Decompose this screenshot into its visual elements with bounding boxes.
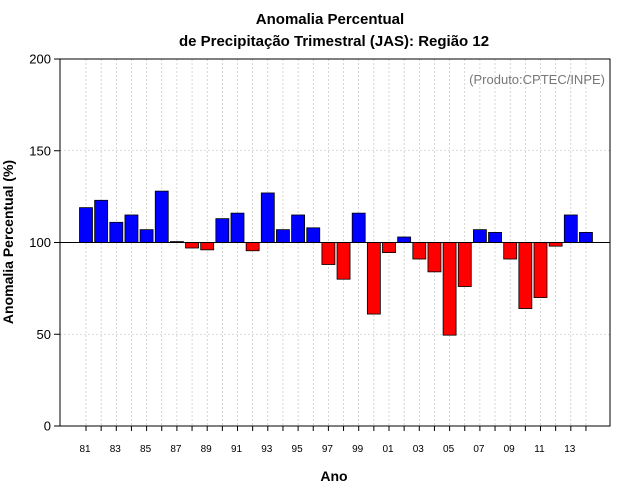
x-tick-label: 85 xyxy=(140,444,152,455)
bar-04 xyxy=(427,242,442,273)
chart-title-line2: de Precipitação Trimestral (JAS): Região… xyxy=(179,33,489,50)
x-tick-label: 11 xyxy=(534,444,545,455)
bar-09 xyxy=(503,242,518,260)
y-tick-label: 200 xyxy=(29,52,51,67)
bar-02 xyxy=(397,236,412,243)
bar-81 xyxy=(79,207,93,243)
x-tick-label: 95 xyxy=(292,444,304,455)
x-tick-label: 91 xyxy=(231,444,243,455)
bar-92 xyxy=(245,242,260,252)
x-tick-label: 87 xyxy=(170,444,182,455)
bar-13 xyxy=(563,214,578,243)
bar-01 xyxy=(382,242,396,253)
bar-97 xyxy=(321,242,336,265)
bar-00 xyxy=(366,242,381,315)
x-tick-label: 99 xyxy=(352,444,364,455)
y-tick-label: 0 xyxy=(44,419,51,434)
bar-85 xyxy=(139,229,154,243)
bar-98 xyxy=(336,242,351,280)
x-tick-label: 13 xyxy=(564,444,576,455)
x-axis: 81 83 85 87 89 91 93 95 97 99 01 03 05 07 09 11 13 xyxy=(79,426,587,455)
bar-89 xyxy=(200,242,215,251)
bar-11 xyxy=(533,242,548,298)
x-tick-label: 01 xyxy=(382,444,394,455)
x-tick-label: 83 xyxy=(110,444,122,455)
bar-07 xyxy=(472,229,487,243)
bar-86 xyxy=(154,190,169,243)
bar-12 xyxy=(548,242,563,247)
bar-91 xyxy=(230,212,245,243)
y-tick-label: 100 xyxy=(29,235,51,250)
bars-layer xyxy=(79,190,593,336)
chart-title-line1: Anomalia Percentual xyxy=(256,11,404,28)
bar-06 xyxy=(457,242,472,287)
x-tick-label: 09 xyxy=(504,444,516,455)
bar-90 xyxy=(215,218,230,243)
x-axis-label: Ano xyxy=(320,468,347,484)
x-tick-label: 89 xyxy=(201,444,213,455)
y-tick-label: 150 xyxy=(29,143,51,158)
x-tick-label: 03 xyxy=(413,444,425,455)
bar-95 xyxy=(291,214,306,243)
bar-82 xyxy=(94,199,109,243)
bar-94 xyxy=(276,229,290,243)
grid-layer xyxy=(60,59,610,426)
bar-88 xyxy=(185,242,199,249)
bar-14 xyxy=(579,232,593,243)
bar-93 xyxy=(260,192,275,243)
x-tick-label: 05 xyxy=(443,444,455,455)
bar-84 xyxy=(124,214,139,243)
y-axis-label: Anomalia Percentual (%) xyxy=(0,160,16,324)
bar-05 xyxy=(442,242,457,336)
bar-99 xyxy=(351,212,366,243)
x-tick-label: 07 xyxy=(473,444,485,455)
y-tick-label: 50 xyxy=(37,327,51,342)
x-tick-label: 93 xyxy=(261,444,273,455)
y-axis: 0 50 100 150 200 xyxy=(29,52,60,434)
bar-96 xyxy=(306,227,321,243)
x-tick-label: 81 xyxy=(79,444,91,455)
bar-83 xyxy=(109,221,124,243)
credit-label: (Produto:CPTEC/INPE) xyxy=(469,72,605,87)
bar-08 xyxy=(488,232,502,243)
bar-03 xyxy=(412,242,427,260)
x-tick-label: 97 xyxy=(322,444,334,455)
bar-10 xyxy=(518,242,533,309)
